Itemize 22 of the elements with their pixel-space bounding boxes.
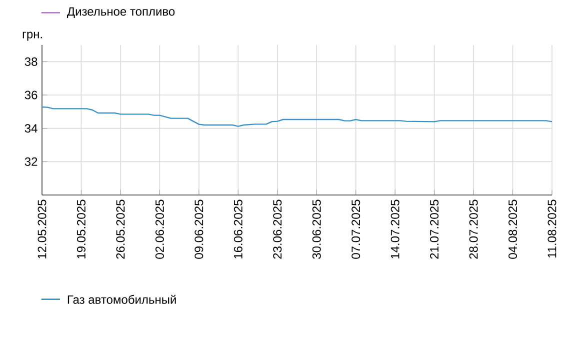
x-tick-label: 23.06.2025 — [273, 200, 282, 259]
line-series — [41, 106, 553, 127]
x-tick-label: 26.05.2025 — [116, 200, 125, 259]
x-tick-label: 16.06.2025 — [234, 200, 242, 258]
y-tick-label: 32 — [24, 157, 38, 166]
x-tick-label: 09.06.2025 — [194, 200, 204, 259]
x-tick-label: 04.08.2025 — [508, 200, 518, 259]
x-tick-label: 14.07.2025 — [390, 200, 400, 258]
x-tick-label: 02.06.2025 — [155, 200, 164, 259]
y-tick-label: 38 — [24, 57, 38, 66]
x-tick-label: 21.07.2025 — [430, 200, 439, 259]
x-tick-label: 12.05.2025 — [38, 200, 46, 258]
x-tick-label: 30.06.2025 — [312, 200, 321, 259]
x-tick-label: 28.07.2025 — [469, 200, 478, 259]
y-tick-label: 34 — [24, 124, 38, 133]
x-tick-label: 11.08.2025 — [548, 200, 556, 258]
legend-label: Дизельное топливо — [67, 7, 175, 18]
y-tick-label: 36 — [24, 90, 38, 100]
x-tick-label: 07.07.2025 — [352, 200, 360, 259]
legend-label: Газ автомобильный — [68, 294, 176, 304]
y-axis-title: грн. — [22, 32, 42, 41]
x-tick-label: 19.05.2025 — [76, 200, 86, 258]
